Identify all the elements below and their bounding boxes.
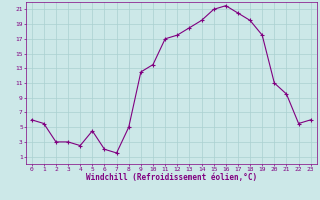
X-axis label: Windchill (Refroidissement éolien,°C): Windchill (Refroidissement éolien,°C): [86, 173, 257, 182]
